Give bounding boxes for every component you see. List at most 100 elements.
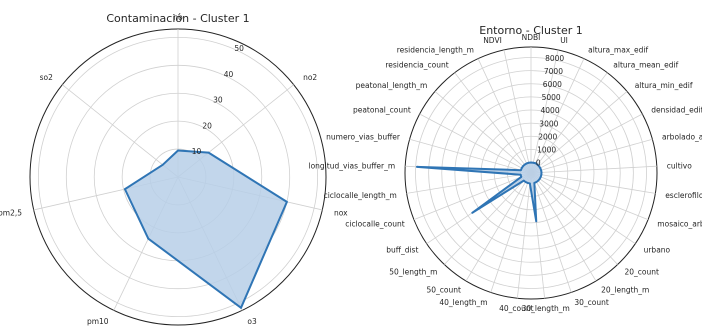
- axis-label-densidad-edificacion: densidad_edificacion: [651, 105, 702, 114]
- r-tick-label: 50: [234, 44, 244, 53]
- grid-spoke: [465, 172, 532, 282]
- data-point-50-length-m: [522, 179, 525, 182]
- grid-spoke: [406, 172, 532, 194]
- data-point-30-length-m: [535, 220, 538, 223]
- axis-label-ciclocalle-length-m: ciclocalle_length_m: [324, 191, 397, 200]
- data-point-no2: [207, 151, 210, 154]
- data-point-ciclocalle-count: [520, 175, 523, 178]
- axis-label-altura-min-edif: altura_min_edif: [635, 81, 693, 90]
- grid-spoke: [490, 172, 532, 293]
- grid-spoke: [530, 165, 657, 174]
- axis-label-ciclocalle-count: ciclocalle_count: [345, 219, 404, 228]
- radar-chart-contaminacion: 10 20 30 40 50 no no2 nox o3 pm10 pm2,5 so2: [0, 13, 348, 326]
- axis-label-altura-mean-edif: altura_mean_edif: [613, 61, 678, 70]
- r-tick-label: 4000: [541, 106, 560, 115]
- data-point-cultivo: [540, 171, 543, 174]
- axis-label-esclerofilo: esclerofilo: [665, 191, 702, 200]
- r-tick-label: 20: [202, 121, 212, 130]
- chart-title-entorno: Entorno - Cluster 1: [479, 24, 583, 37]
- grid-spoke: [530, 72, 608, 174]
- r-tick-label: 40: [224, 70, 234, 79]
- grid-spoke: [530, 113, 643, 174]
- axis-label-peatonal-length-m: peatonal_length_m: [356, 81, 428, 90]
- data-point-residencia-count: [523, 163, 526, 166]
- data-point-pm10: [147, 237, 150, 240]
- grid-spoke: [530, 172, 597, 282]
- data-point-nox: [286, 200, 288, 203]
- grid-spoke: [530, 172, 656, 194]
- axis-label-30-length-m: 30_length_m: [522, 304, 570, 313]
- axis-label-pm2-5: pm2,5: [0, 209, 22, 218]
- axis-label-no: no: [173, 13, 183, 22]
- axis-label-mosaico-arbolado-hierba: mosaico_arbolado_hierba: [657, 219, 702, 228]
- r-tick-label: 5000: [542, 93, 561, 102]
- axis-label-20-count: 20_count: [625, 268, 660, 277]
- grid-spoke: [477, 58, 532, 174]
- axis-label-urbano: urbano: [644, 245, 671, 254]
- data-point-40-count: [528, 182, 531, 185]
- r-tick-label: 7000: [544, 67, 563, 76]
- grid-spoke: [530, 172, 572, 293]
- data-point-mosaico-arbolado-hierba: [539, 175, 542, 178]
- axis-label-20-length-m: 20_length_m: [601, 286, 649, 295]
- radar-chart-entorno: 0 1000 2000 3000 4000 5000 6000 7000 8000 NDBI UI a…: [309, 33, 702, 313]
- axis-label-nox: nox: [334, 209, 348, 218]
- grid-spoke: [530, 91, 628, 174]
- grid-spoke: [530, 172, 636, 245]
- grid-spoke: [409, 138, 532, 174]
- axis-label-residencia-count: residencia_count: [385, 61, 448, 70]
- data-point-peatonal-count: [520, 167, 523, 169]
- data-point-arbolado-abierto: [540, 169, 543, 172]
- grid-spoke: [503, 49, 532, 174]
- r-tick-label: 6000: [543, 80, 562, 89]
- axis-label-cultivo: cultivo: [667, 162, 692, 171]
- r-tick-label: 2000: [538, 132, 557, 141]
- data-point-densidad-edificacion: [539, 167, 542, 169]
- data-point-residencia-length-m: [525, 162, 528, 165]
- grid-spoke: [419, 113, 532, 174]
- series-polygon: [415, 161, 543, 223]
- grid-spoke: [530, 172, 649, 221]
- data-point-ciclocalle-length-m: [519, 173, 522, 176]
- axis-label-numero-vias-buffer: numero_vias_buffer: [326, 133, 401, 142]
- data-point-altura-max-edif: [534, 162, 537, 165]
- grid-spoke: [516, 172, 532, 299]
- data-point-40-length-m: [526, 182, 529, 184]
- data-point-20-length-m: [535, 181, 538, 183]
- grid-spoke: [530, 49, 559, 174]
- data-point-altura-mean-edif: [536, 163, 539, 166]
- data-point-esclerofilo: [540, 173, 543, 176]
- axis-label-longitud-vias-buffer-m: longitud_vias_buffer_m: [309, 162, 396, 171]
- data-point-ndbi: [530, 161, 532, 164]
- axis-label-residencia-length-m: residencia_length_m: [397, 46, 474, 55]
- axis-label-40-length-m: 40_length_m: [439, 298, 487, 307]
- axis-label-pm10: pm10: [87, 317, 109, 326]
- data-point-30-count: [533, 182, 536, 184]
- data-point-20-count: [537, 179, 540, 182]
- data-point-50-count: [524, 181, 527, 183]
- grid-spoke: [530, 138, 653, 174]
- data-point-numero-vias-buffer: [519, 169, 522, 172]
- grid-spoke: [62, 84, 179, 178]
- data-point-so2: [161, 163, 164, 166]
- r-tick-label: 8000: [545, 54, 564, 63]
- data-point-buff-dist: [471, 211, 474, 214]
- axis-label-so2: so2: [40, 73, 53, 82]
- axis-label-30-count: 30_count: [574, 298, 609, 307]
- data-point-longitud-vias-buffer-m: [416, 165, 418, 168]
- grid-spoke: [413, 172, 532, 221]
- data-point-ndvi: [527, 161, 530, 164]
- axis-label-40-count: 40_count: [499, 304, 534, 313]
- axis-label-peatonal-count: peatonal_count: [353, 105, 411, 114]
- chart-title-contaminacion: Contaminación - Cluster 1: [106, 12, 249, 25]
- r-tick-label: 30: [213, 96, 223, 105]
- grid-spoke: [454, 72, 532, 174]
- series-polygon: [123, 149, 288, 309]
- axis-label-ui: UI: [560, 36, 568, 45]
- axis-label-o3: o3: [247, 317, 257, 326]
- data-point-ui: [532, 161, 535, 164]
- axis-label-ndvi: NDVI: [483, 36, 502, 45]
- axis-label-no2: no2: [303, 73, 317, 82]
- grid-spoke: [444, 172, 532, 265]
